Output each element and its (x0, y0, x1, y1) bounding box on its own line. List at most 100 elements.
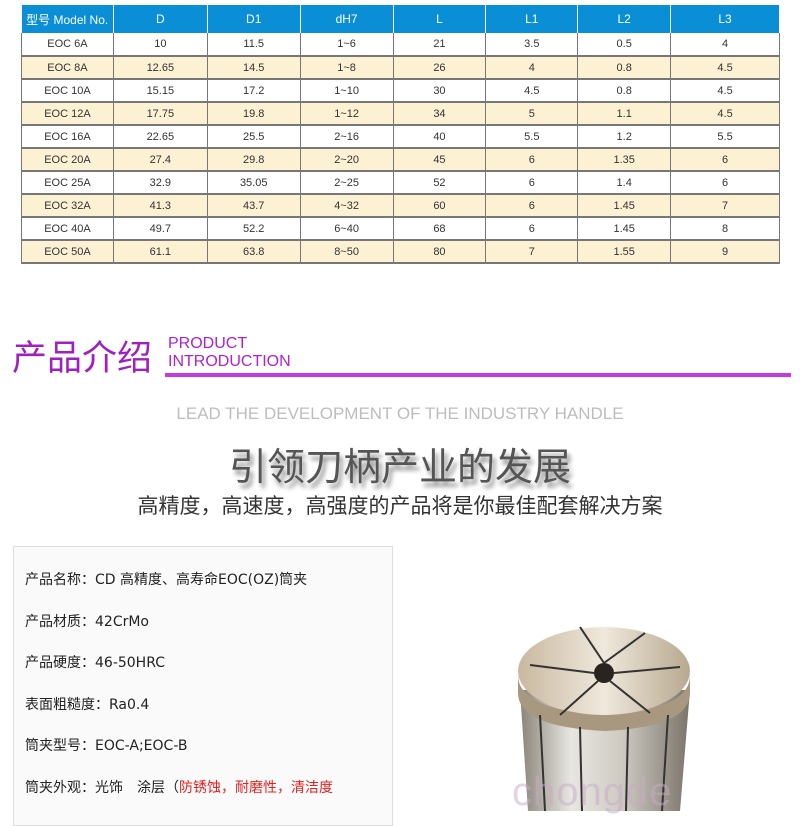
table-row: EOC 25A 32.9 35.05 2~25 52 6 1.4 6 (21, 171, 780, 195)
table-cell: EOC 6A (21, 33, 114, 57)
table-cell: 1.45 (577, 194, 672, 218)
table-cell: 1.35 (577, 148, 672, 172)
spec-table: 型号 Model No. D D1 dH7 L L1 L2 L3 EOC 6A 10 11.5 1~… (21, 5, 780, 264)
column-header: L1 (485, 5, 579, 33)
table-cell: 22.65 (112, 125, 208, 149)
table-cell: 5.5 (670, 125, 780, 149)
column-header: D (113, 5, 208, 33)
table-cell: 4.5 (670, 56, 780, 80)
table-cell: 6 (485, 171, 579, 195)
column-header: dH7 (300, 5, 394, 33)
table-cell: EOC 50A (21, 240, 114, 264)
table-cell: 5 (485, 102, 579, 126)
table-cell: 4.5 (485, 79, 579, 103)
info-hardness: 产品硬度：46-50HRC (25, 655, 166, 671)
table-cell: 26 (392, 56, 487, 80)
table-cell: 43.7 (206, 194, 301, 218)
table-cell: EOC 32A (21, 194, 114, 218)
table-cell: 4~32 (299, 194, 394, 218)
table-cell: EOC 40A (21, 217, 114, 241)
table-cell: 6 (670, 171, 780, 195)
table-cell: 4.5 (670, 102, 780, 126)
table-cell: 6 (485, 217, 579, 241)
table-row: EOC 8A 12.65 14.5 1~8 26 4 0.8 4.5 (21, 56, 780, 80)
table-cell: 1.4 (577, 171, 672, 195)
info-roughness: 表面粗糙度：Ra0.4 (25, 697, 150, 713)
table-cell: 2~25 (299, 171, 394, 195)
info-appearance: 筒夹外观：光饰 涂层（防锈蚀，耐磨性，清洁度 (25, 777, 333, 797)
lead-text: LEAD THE DEVELOPMENT OF THE INDUSTRY HAN… (176, 404, 624, 423)
section-title-en: PRODUCT INTRODUCTION (168, 335, 291, 371)
table-cell: 8~50 (299, 240, 394, 264)
appearance-prefix: 筒夹外观：光饰 涂层（ (25, 780, 179, 796)
table-cell: 5.5 (485, 125, 579, 149)
table-cell: 0.8 (577, 56, 672, 80)
table-cell: 12.65 (112, 56, 208, 80)
column-header: L3 (670, 5, 780, 33)
slogan: 引领刀柄产业的发展 (228, 445, 571, 489)
table-cell: 0.8 (577, 79, 672, 103)
info-name: 产品名称：CD 高精度、高寿命EOC(OZ)筒夹 (25, 572, 308, 588)
table-cell: 1~12 (299, 102, 394, 126)
table-cell: 45 (392, 148, 487, 172)
table-row: EOC 40A 49.7 52.2 6~40 68 6 1.45 8 (21, 217, 780, 241)
table-cell: 10 (112, 33, 208, 57)
table-cell: 11.5 (206, 33, 301, 57)
table-cell: 2~16 (299, 125, 394, 149)
table-row: EOC 16A 22.65 25.5 2~16 40 5.5 1.2 5.5 (21, 125, 780, 149)
table-cell: 4 (670, 33, 780, 57)
table-cell: 1~8 (299, 56, 394, 80)
table-cell: 1.1 (577, 102, 672, 126)
table-cell: 3.5 (485, 33, 579, 57)
table-cell: 41.3 (112, 194, 208, 218)
table-row: EOC 32A 41.3 43.7 4~32 60 6 1.45 7 (21, 194, 780, 218)
table-cell: 30 (392, 79, 487, 103)
table-cell: 52.2 (206, 217, 301, 241)
section-title: 产品介绍 (12, 339, 153, 379)
table-cell: 6 (485, 194, 579, 218)
table-cell: EOC 8A (21, 56, 114, 80)
table-cell: 40 (392, 125, 487, 149)
table-row: EOC 10A 15.15 17.2 1~10 30 4.5 0.8 4.5 (21, 79, 780, 103)
info-model: 筒夹型号：EOC-A;EOC-B (25, 738, 188, 754)
table-cell: EOC 16A (21, 125, 114, 149)
table-cell: 63.8 (206, 240, 301, 264)
table-cell: 60 (392, 194, 487, 218)
table-cell: 14.5 (206, 56, 301, 80)
table-cell: EOC 20A (21, 148, 114, 172)
table-cell: 0.5 (577, 33, 672, 57)
info-material: 产品材质：42CrMo (25, 614, 149, 630)
table-cell: 4.5 (670, 79, 780, 103)
table-cell: 35.05 (206, 171, 301, 195)
table-cell: 6 (485, 148, 579, 172)
table-row: EOC 20A 27.4 29.8 2~20 45 6 1.35 6 (21, 148, 780, 172)
table-cell: 52 (392, 171, 487, 195)
table-cell: 17.2 (206, 79, 301, 103)
column-header: L (393, 5, 487, 33)
table-cell: 19.8 (206, 102, 301, 126)
table-cell: 7 (485, 240, 579, 264)
subtitle: 高精度，高速度，高强度的产品将是你最佳配套解决方案 (137, 494, 663, 518)
table-cell: 9 (670, 240, 780, 264)
table-cell: 1.2 (577, 125, 672, 149)
title-en-line2: INTRODUCTION (168, 353, 291, 370)
table-cell: 4 (485, 56, 579, 80)
table-cell: 34 (392, 102, 487, 126)
table-cell: 29.8 (206, 148, 301, 172)
table-cell: EOC 10A (21, 79, 114, 103)
table-cell: 80 (392, 240, 487, 264)
column-header: 型号 Model No. (21, 5, 114, 33)
appearance-highlight: 防锈蚀，耐磨性，清洁度 (179, 780, 333, 796)
table-cell: EOC 25A (21, 171, 114, 195)
table-header: 型号 Model No. D D1 dH7 L L1 L2 L3 (21, 5, 780, 33)
title-en-line1: PRODUCT (168, 335, 248, 352)
product-info-box: 产品名称：CD 高精度、高寿命EOC(OZ)筒夹 产品材质：42CrMo 产品硬… (13, 546, 393, 826)
table-cell: 32.9 (112, 171, 208, 195)
table-cell: 27.4 (112, 148, 208, 172)
watermark: chongde (512, 770, 673, 814)
table-cell: 1.55 (577, 240, 672, 264)
table-cell: 49.7 (112, 217, 208, 241)
table-cell: 68 (392, 217, 487, 241)
table-cell: 25.5 (206, 125, 301, 149)
table-cell: 1~6 (299, 33, 394, 57)
